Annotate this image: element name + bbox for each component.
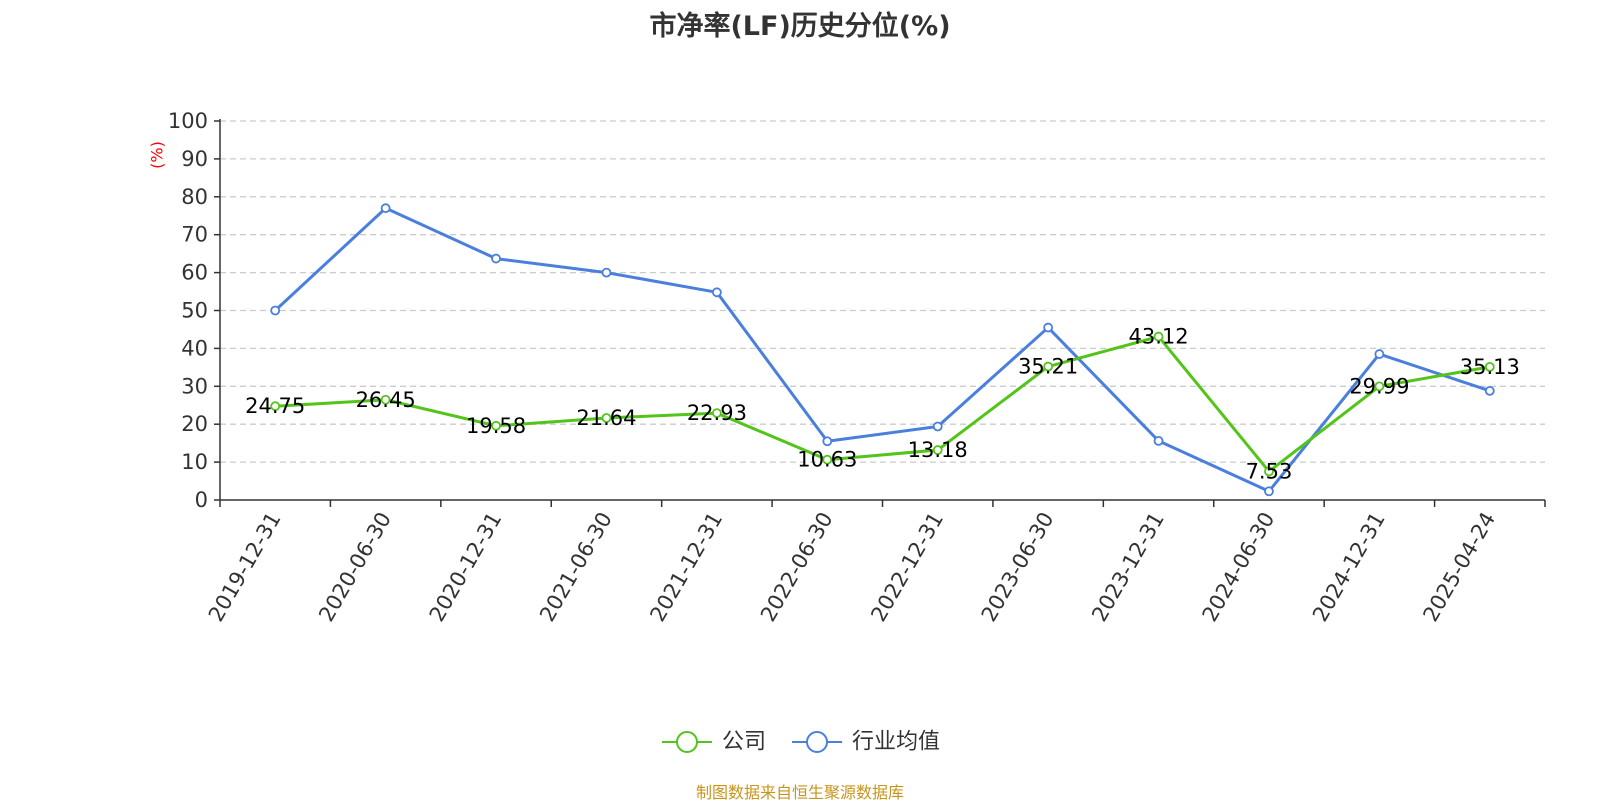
- data-point: [1264, 486, 1274, 497]
- series-line: [274, 206, 1491, 493]
- data-label: 7.53: [1246, 459, 1293, 483]
- x-tick-label: 2023-12-31: [1087, 508, 1169, 626]
- y-tick-label: 30: [181, 374, 208, 398]
- data-label: 21.64: [576, 406, 636, 430]
- y-tick-label: 0: [195, 488, 208, 512]
- data-label: 35.13: [1460, 355, 1520, 379]
- data-point: [601, 267, 612, 278]
- data-point: [1484, 361, 1495, 372]
- x-tick-label: 2023-06-30: [977, 508, 1059, 626]
- x-tick-label: 2025-04-24: [1418, 508, 1500, 626]
- x-tick-label: 2022-12-31: [866, 508, 948, 626]
- y-tick-label: 10: [181, 450, 208, 474]
- y-tick-label: 70: [181, 223, 208, 247]
- data-point: [711, 287, 722, 298]
- data-point: [711, 408, 722, 418]
- y-tick-label: 80: [181, 185, 208, 209]
- data-point: [932, 445, 943, 455]
- data-point: [1153, 331, 1164, 342]
- data-label: 26.45: [356, 388, 416, 412]
- data-point: [491, 420, 501, 431]
- legend-label: 行业均值: [852, 730, 940, 755]
- data-point: [1043, 322, 1054, 333]
- source-note: 制图数据来自恒生聚源数据库: [695, 783, 904, 802]
- data-label: 10.63: [797, 448, 857, 472]
- axes: 0 10 20 30 40 50 60 70 80 90 100(%) 2019-12-31 2020-…: [148, 109, 1546, 626]
- legend-marker-icon: [676, 731, 698, 753]
- x-tick-label: 2024-12-31: [1308, 508, 1390, 626]
- data-label: 43.12: [1128, 325, 1188, 349]
- x-tick-label: 2024-06-30: [1198, 508, 1280, 626]
- data-label: 35.21: [1018, 355, 1078, 379]
- data-point: [1043, 361, 1054, 372]
- x-tick-label: 2020-06-30: [314, 508, 396, 626]
- x-tick-label: 2022-06-30: [756, 508, 838, 626]
- legend-marker-icon: [806, 731, 828, 753]
- x-tick-label: 2020-12-31: [425, 508, 507, 626]
- data-point: [1264, 466, 1274, 477]
- y-tick-label: 60: [181, 261, 208, 285]
- data-point: [270, 305, 281, 316]
- x-tick-label: 2021-06-30: [535, 508, 617, 626]
- data-label: 22.93: [687, 401, 747, 425]
- legend-label: 公司: [722, 730, 766, 755]
- y-tick-label: 40: [181, 336, 208, 360]
- data-label: 13.18: [908, 438, 968, 462]
- y-tick-label: 100: [168, 109, 208, 133]
- data-point: [1374, 381, 1385, 392]
- data-label: 29.99: [1349, 374, 1409, 398]
- data-point: [822, 454, 833, 465]
- data-point: [1374, 349, 1385, 359]
- data-point: [601, 413, 612, 423]
- y-tick-label: 20: [181, 412, 208, 436]
- series-lines: [270, 203, 1495, 497]
- data-point: [1153, 435, 1164, 446]
- x-tick-label: 2021-12-31: [645, 508, 727, 626]
- data-point: [1484, 385, 1495, 396]
- series-line: [275, 335, 1491, 473]
- y-axis-unit: (%): [148, 141, 167, 169]
- data-point: [822, 436, 833, 447]
- data-point: [932, 421, 943, 432]
- x-tick-label: 2019-12-31: [204, 508, 286, 626]
- y-tick-label: 90: [181, 147, 208, 171]
- data-point: [491, 253, 501, 264]
- data-label: 19.58: [466, 414, 526, 438]
- data-labels: 24.75 26.45 19.58 21.64 22.93 10.63 13.18 35.21…: [245, 325, 1520, 484]
- chart-title: 市净率(LF)历史分位(%): [649, 11, 951, 42]
- grid-lines: [220, 120, 1545, 463]
- y-tick-label: 50: [181, 299, 208, 323]
- data-point: [270, 401, 281, 412]
- legend: 公司 行业均值: [662, 730, 940, 755]
- data-point: [380, 394, 391, 405]
- data-label: 24.75: [245, 394, 305, 418]
- data-point: [380, 203, 391, 214]
